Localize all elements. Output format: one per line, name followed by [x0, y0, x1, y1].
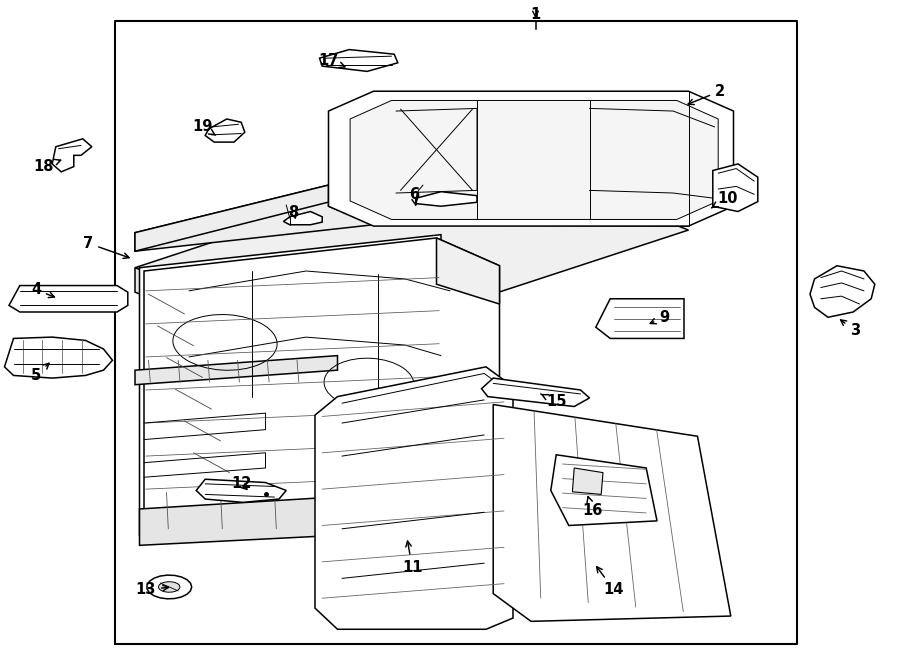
Text: 15: 15 [541, 394, 566, 409]
Polygon shape [551, 455, 657, 525]
Text: 16: 16 [582, 496, 602, 518]
Text: 9: 9 [650, 310, 670, 325]
Text: 12: 12 [231, 477, 251, 491]
Text: 10: 10 [712, 191, 737, 208]
Text: 17: 17 [319, 54, 345, 68]
Text: 5: 5 [31, 364, 49, 383]
Text: 11: 11 [402, 541, 422, 574]
Polygon shape [328, 91, 734, 226]
Polygon shape [493, 405, 731, 621]
Polygon shape [205, 119, 245, 142]
Polygon shape [315, 367, 513, 629]
Polygon shape [144, 238, 500, 532]
Text: 7: 7 [83, 236, 129, 258]
Polygon shape [135, 149, 688, 251]
Polygon shape [4, 337, 112, 378]
Text: 8: 8 [288, 206, 299, 220]
Polygon shape [158, 582, 180, 592]
Polygon shape [52, 139, 92, 172]
Text: 18: 18 [33, 159, 60, 174]
Polygon shape [350, 100, 718, 219]
Polygon shape [135, 152, 688, 345]
Text: 1: 1 [530, 7, 541, 22]
Text: 3: 3 [841, 320, 860, 338]
Polygon shape [436, 238, 500, 304]
Polygon shape [713, 164, 758, 212]
Polygon shape [810, 266, 875, 317]
Polygon shape [147, 575, 192, 599]
Polygon shape [320, 50, 398, 71]
Polygon shape [596, 299, 684, 338]
Text: 4: 4 [31, 282, 54, 297]
Polygon shape [572, 468, 603, 494]
Polygon shape [135, 268, 338, 370]
Text: 6: 6 [409, 188, 419, 206]
Polygon shape [196, 479, 286, 502]
Polygon shape [416, 192, 477, 206]
Polygon shape [135, 185, 374, 251]
Polygon shape [284, 212, 322, 225]
Text: 2: 2 [688, 84, 725, 104]
Polygon shape [482, 378, 590, 407]
Text: 13: 13 [136, 582, 168, 597]
Text: 19: 19 [193, 120, 215, 136]
Polygon shape [140, 235, 441, 535]
Polygon shape [9, 286, 128, 312]
Text: 14: 14 [597, 566, 624, 597]
Polygon shape [135, 356, 338, 385]
Polygon shape [140, 490, 441, 545]
